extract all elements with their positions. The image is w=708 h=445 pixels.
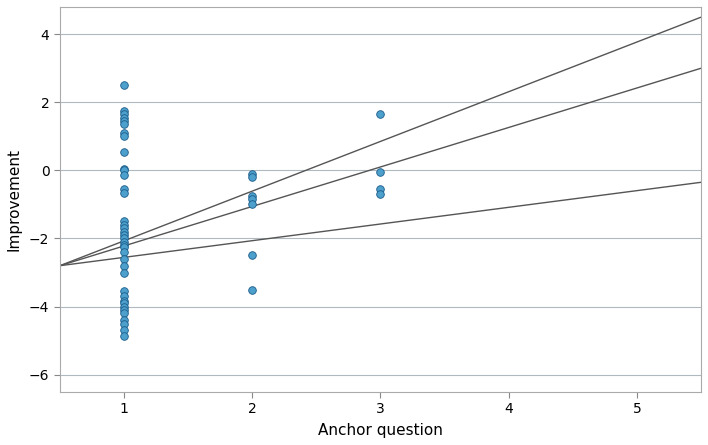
Point [118, 332, 130, 339]
Point [118, 262, 130, 269]
Point [118, 186, 130, 193]
Point [246, 174, 258, 181]
Point [118, 225, 130, 232]
Point [118, 189, 130, 196]
Point [118, 303, 130, 310]
Point [246, 192, 258, 199]
Point [375, 190, 386, 198]
Point [118, 269, 130, 276]
Point [246, 170, 258, 178]
Point [118, 298, 130, 305]
Point [118, 299, 130, 307]
Point [246, 252, 258, 259]
Point [118, 221, 130, 228]
Point [246, 201, 258, 208]
Point [118, 317, 130, 324]
Point [246, 286, 258, 293]
Point [118, 231, 130, 239]
Point [118, 114, 130, 121]
Point [118, 228, 130, 235]
Point [118, 287, 130, 295]
Point [118, 165, 130, 172]
Point [375, 186, 386, 193]
Point [375, 169, 386, 176]
Point [118, 307, 130, 314]
Point [118, 293, 130, 300]
Point [118, 172, 130, 179]
Point [118, 111, 130, 118]
Point [118, 218, 130, 225]
Point [118, 133, 130, 140]
Point [375, 111, 386, 118]
Point [118, 310, 130, 317]
Point [118, 327, 130, 334]
Point [118, 167, 130, 174]
X-axis label: Anchor question: Anchor question [318, 423, 443, 438]
Point [118, 249, 130, 256]
Point [118, 129, 130, 137]
Point [118, 320, 130, 327]
Point [118, 82, 130, 89]
Y-axis label: Improvement: Improvement [7, 148, 22, 251]
Point [118, 235, 130, 242]
Point [118, 239, 130, 246]
Point [118, 243, 130, 251]
Point [246, 196, 258, 203]
Point [118, 117, 130, 125]
Point [118, 107, 130, 114]
Point [118, 121, 130, 128]
Point [118, 255, 130, 263]
Point [118, 148, 130, 155]
Point [118, 242, 130, 249]
